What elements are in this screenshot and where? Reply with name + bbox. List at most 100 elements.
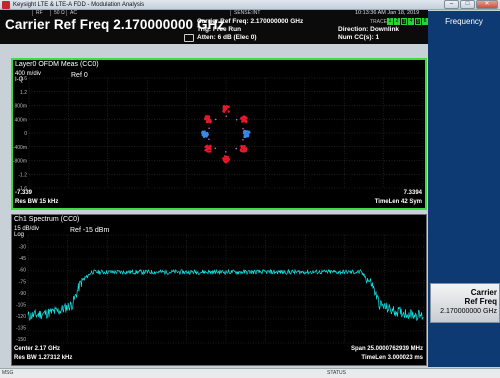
constellation-point [235,118,238,121]
window2-scale: 15 dB/div [14,226,40,232]
input-port-icon [184,34,194,42]
y-tick-label: -90 [19,291,26,297]
y-tick-label: -1.2 [18,172,27,178]
close-button[interactable]: ✕ [476,0,498,9]
carrier-ref-freq-softkey[interactable]: Carrier Ref Freq 2.170000000 GHz [430,283,500,323]
y-tick-label: 800m [14,104,27,110]
y-tick-label: -30 [19,245,26,251]
num-cc-info: Num CC(s): 1 [338,34,380,41]
constellation-point [243,119,247,122]
msg-label: MSG [2,370,14,376]
rf-cell: RF [32,10,43,16]
impedance-cell: 50 Ω [50,10,65,16]
constellation-point [223,160,227,163]
atten-info: Atten: 6 dB (Elec 0) [197,34,257,41]
trigger-info: Trig: Free Run [197,26,242,33]
trace-indicator: 2 [394,18,400,25]
constellation-point [242,138,244,141]
acquisition-info: Carrier Ref Freq: 2.170000000 GHz Trig: … [197,18,303,42]
constellation-point [235,147,238,150]
softkey-value: 2.170000000 GHz [440,308,497,315]
constellation-point [225,115,228,117]
constellation-cluster [201,130,209,139]
window1-title: Layer0 OFDM Meas (CC0) [15,61,99,68]
y-tick-label: -75 [19,279,26,285]
window1-axis-label: I-Q [15,77,24,83]
window1-res-bw: Res BW 15 kHz [15,199,59,205]
y-tick-label: 1.2 [20,90,27,96]
spectrum-trace [27,268,424,322]
window1-scale: 400 m/div [15,71,42,77]
window2-title: Ch1 Spectrum (CC0) [14,216,80,223]
constellation-point [227,110,230,113]
constellation-point [226,156,230,159]
window1-time-len: TimeLen 42 Sym [374,199,422,205]
constellation-point [223,106,227,110]
title-bar: Keysight LTE & LTE-A FDD - Modulation An… [0,0,500,10]
y-tick-label: -400m [13,145,27,151]
constellation-point [207,115,211,118]
constellation-point [214,118,217,121]
trace-indicator: 6 [422,18,428,25]
constellation-point [209,144,212,148]
constellation-point [242,148,246,152]
constellation-point [204,148,208,152]
y-tick-label: -150 [16,337,26,343]
constellation-point [244,134,247,138]
trace-indicator: 3 [401,18,407,25]
app-logo-icon [2,1,10,9]
y-tick-label: -120 [16,314,26,320]
minimize-button[interactable]: – [444,0,459,9]
window1-x-left: -7.339 [15,190,33,196]
y-tick-label: -1.6 [18,186,27,192]
constellation-point [240,117,244,120]
window1-x-right: 7.3394 [403,190,422,196]
constellation-point [240,149,243,153]
constellation-point [208,146,212,150]
window1-ref-label: Ref 0 [71,72,88,79]
y-tick-label: -60 [19,268,26,274]
y-tick-label: 400m [14,117,27,123]
active-function-title[interactable]: Carrier Ref Freq 2.170000000 GHz [5,17,225,32]
constellation-plot: 1.6 1.2 800m 400m 0 -400m -800m -1.2 -1.6 [13,76,424,192]
constellation-grid [28,77,424,189]
constellation-point [224,151,227,153]
constellation-point [204,115,208,118]
constellation-point [202,135,206,139]
trace-indicator: 5 [415,18,421,25]
window2-time-len: TimeLen 3.000023 ms [361,355,423,361]
spectrum-plot: -30 -45 -60 -75 -90 -105 -120 -135 -150 [16,234,425,344]
constellation-cluster [222,155,231,164]
constellation-point [208,138,210,141]
constellation-point [209,150,212,153]
constellation-point [204,116,207,120]
window2-center: Center 2.17 GHz [14,346,61,352]
sense-cell: SENSE:INT [230,10,260,16]
trace-label: TRACE [370,19,387,25]
spectrum-window[interactable]: Ch1 Spectrum (CC0) 15 dB/div Log Ref -15… [11,214,427,366]
constellation-point [205,135,208,138]
y-tick-label: -105 [16,302,26,308]
spectrum-grid [27,234,425,344]
y-tick-label: -800m [13,159,27,165]
constellation-point [242,115,246,118]
constellation-point [241,119,244,123]
constellation-point [244,146,248,150]
constellation-cluster [242,129,251,139]
constellation-point [207,117,211,120]
trace-indicator: 1 [387,18,393,25]
direction-info: Direction: Downlink [338,26,400,33]
carrier-ref-info: Carrier Ref Freq: 2.170000000 GHz [197,18,304,25]
window2-ref-label: Ref -15 dBm [70,227,110,234]
y-tick-label: -45 [19,256,26,262]
constellation-window[interactable]: Layer0 OFDM Meas (CC0) 400 m/div I-Q Ref… [11,58,427,210]
status-label: STATUS [327,370,346,376]
maximize-button[interactable]: □ [460,0,475,9]
trace-indicator: 4 [408,18,414,25]
constellation-cluster [204,144,212,153]
constellation-cluster [239,144,248,153]
y-tick-label: 0 [24,131,27,137]
window-title: Keysight LTE & LTE-A FDD - Modulation An… [13,2,145,8]
status-bar: MSG STATUS [0,368,500,378]
constellation-point [247,130,250,134]
